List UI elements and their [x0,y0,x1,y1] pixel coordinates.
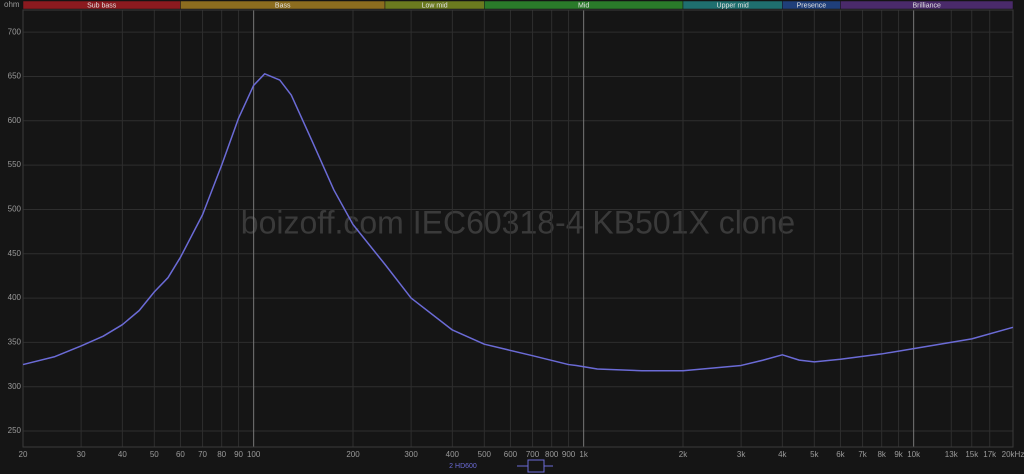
x-tick-label: 200 [346,450,360,459]
y-tick-label: 700 [8,27,22,36]
x-tick-label: 40 [118,450,127,459]
x-tick-label: 6k [836,450,845,459]
x-tick-label: 4k [778,450,787,459]
x-tick-label: 70 [198,450,207,459]
x-tick-label: 3k [737,450,746,459]
band-label: Low mid [422,2,448,9]
x-tick-label: 2k [679,450,688,459]
x-tick-label: 600 [504,450,518,459]
x-tick-label: 60 [176,450,185,459]
x-tick-label: 7k [858,450,867,459]
x-tick-label: 300 [404,450,418,459]
x-tick-label: 100 [247,450,261,459]
x-tick-label: 5k [810,450,819,459]
legend-label: 2 HD600 [449,463,477,470]
x-tick-label: 20kHz [1002,450,1024,459]
y-tick-label: 250 [8,426,22,435]
x-tick-label: 30 [77,450,86,459]
x-tick-label: 1k [579,450,588,459]
y-tick-label: 450 [8,249,22,258]
x-tick-label: 800 [545,450,559,459]
y-tick-label: 500 [8,205,22,214]
x-tick-label: 15k [965,450,979,459]
x-tick-label: 80 [217,450,226,459]
line [22,73,1014,372]
y-tick-label: 300 [8,382,22,391]
x-tick-label: 50 [150,450,159,459]
band-label: Sub bass [87,2,117,9]
x-tick-label: 9k [894,450,903,459]
y-tick-label: 600 [8,116,22,125]
x-tick-label: 17k [983,450,997,459]
x-tick-label: 20 [19,450,28,459]
x-tick-label: 8k [877,450,886,459]
x-tick-label: 500 [478,450,492,459]
band-label: Upper mid [717,2,749,9]
plot-frame [22,9,1014,448]
x-tick-label: 13k [945,450,959,459]
x-tick-label: 400 [446,450,460,459]
legend-icon [517,459,553,473]
y-tick-label: 550 [8,160,22,169]
x-tick-label: 90 [234,450,243,459]
y-tick-label: 400 [8,293,22,302]
legend-box [527,459,545,473]
x-tick-label: 900 [562,450,576,459]
band-label: Presence [797,2,827,9]
y-tick-label: 650 [8,72,22,81]
band [840,0,1014,10]
y-unit: ohm [4,0,20,9]
band-label: Bass [275,2,291,9]
y-tick-label: 350 [8,338,22,347]
x-tick-label: 10k [907,450,921,459]
watermark: boizoff.com IEC60318-4 KB501X clone [241,204,795,240]
band-label: Brilliance [913,2,942,9]
x-tick-label: 700 [526,450,540,459]
band-label: Mid [578,2,589,9]
